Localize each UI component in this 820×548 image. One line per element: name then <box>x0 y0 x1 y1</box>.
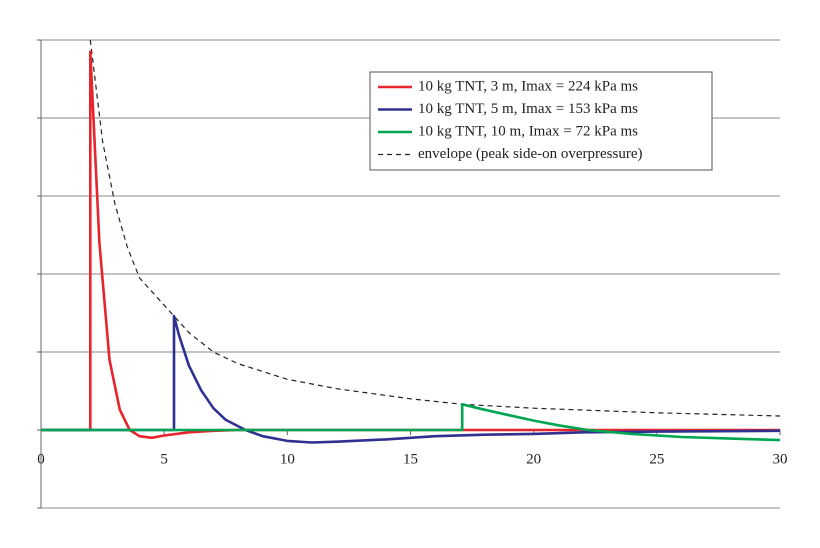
x-tick-label: 10 <box>280 451 295 467</box>
x-tick-label: 30 <box>773 451 788 467</box>
series-line <box>41 314 781 444</box>
x-tick-label: 15 <box>403 451 418 467</box>
legend-label: envelope (peak side-on overpressure) <box>418 146 643 162</box>
x-tick-label: 20 <box>526 451 541 467</box>
legend-label: 10 kg TNT, 3 m, Imax = 224 kPa ms <box>418 78 638 94</box>
series-line <box>41 403 781 442</box>
x-tick-label: 0 <box>37 451 45 467</box>
x-tick-label: 5 <box>160 451 168 467</box>
x-tick-label: 25 <box>649 451 664 467</box>
legend-box <box>369 71 713 171</box>
legend-label: 10 kg TNT, 10 m, Imax = 72 kPa ms <box>418 123 638 139</box>
legend-label: 10 kg TNT, 5 m, Imax = 153 kPa ms <box>418 101 638 117</box>
